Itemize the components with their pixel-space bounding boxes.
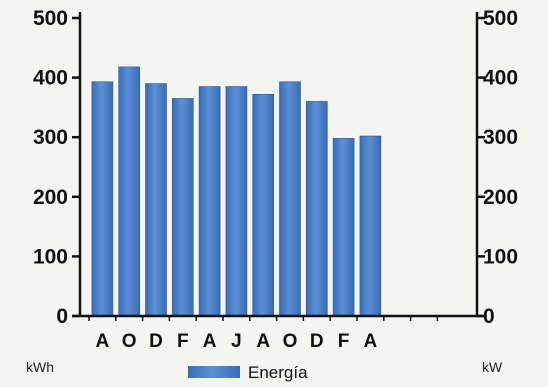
right-y-axis-unit-label: kW (482, 359, 503, 375)
legend-label: Energía (248, 363, 308, 382)
legend: Energía (188, 363, 308, 382)
right-y-tick-label: 200 (483, 186, 518, 209)
x-category-label: F (177, 331, 189, 352)
left-y-tick-label: 300 (33, 126, 68, 149)
x-category-label: O (283, 331, 298, 352)
right-y-tick-label: 0 (483, 305, 495, 328)
x-category-label: A (256, 331, 270, 352)
left-y-axis-unit-label: kWh (26, 359, 54, 375)
bar (145, 83, 167, 317)
right-y-tick-label: 400 (483, 67, 518, 90)
x-category-label: J (231, 331, 242, 352)
bar (91, 81, 114, 317)
bar (279, 81, 301, 317)
bar (359, 135, 382, 317)
x-category-label: F (338, 331, 350, 352)
bar (252, 93, 274, 317)
legend-swatch (188, 366, 240, 378)
bar (305, 101, 328, 317)
left-y-tick-label: 0 (56, 305, 68, 328)
bar (225, 86, 248, 317)
bar (172, 98, 194, 317)
right-y-axis-ticks: 0 100 200 300 400 500 (477, 7, 518, 328)
axes (72, 12, 485, 318)
bar (332, 138, 355, 317)
x-category-label: D (310, 331, 324, 352)
bar (198, 86, 221, 317)
right-y-tick-label: 500 (483, 7, 518, 30)
left-y-tick-label: 100 (33, 245, 68, 268)
x-category-label: O (122, 331, 137, 352)
right-y-tick-label: 100 (483, 245, 518, 268)
x-category-label: D (149, 331, 163, 352)
left-y-tick-label: 500 (33, 7, 68, 30)
bar (118, 66, 140, 317)
bar-series (91, 66, 382, 317)
right-y-tick-label: 300 (483, 126, 518, 149)
x-category-label: A (203, 331, 217, 352)
x-category-label: A (96, 331, 110, 352)
x-category-label: A (364, 331, 378, 352)
left-y-tick-label: 400 (33, 67, 68, 90)
left-y-tick-label: 200 (33, 186, 68, 209)
left-y-axis-ticks: 0 100 200 300 400 500 (33, 7, 80, 328)
